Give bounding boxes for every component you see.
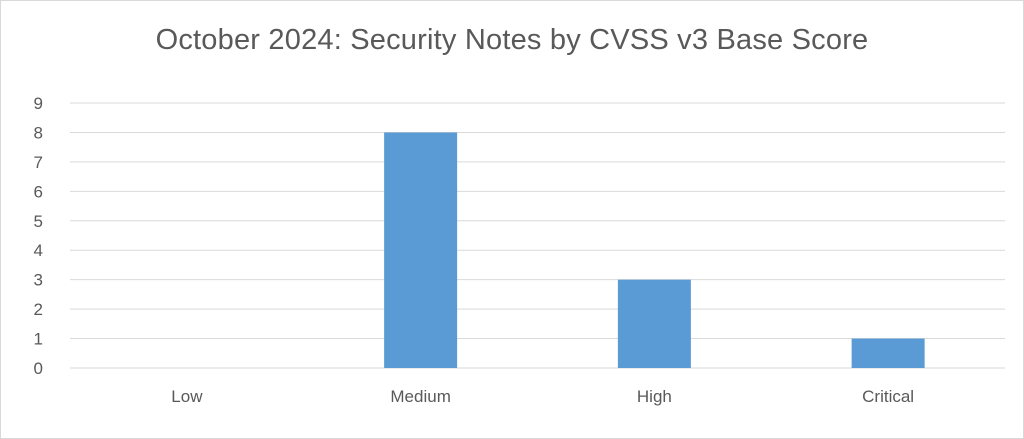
y-axis-tick-labels: 0 1 2 3 4 5 6 7 8 9 [34,94,43,378]
y-tick-label: 7 [34,153,43,172]
gridlines [70,102,1005,369]
y-tick-label: 2 [34,300,43,319]
chart-title: October 2024: Security Notes by CVSS v3 … [155,24,869,56]
bars [384,132,925,368]
y-tick-label: 0 [34,359,43,378]
x-axis-tick-labels: Low Medium High Critical [171,387,914,406]
bar-critical [851,338,925,368]
y-tick-label: 4 [34,241,43,260]
y-tick-label: 6 [34,182,43,201]
y-tick-label: 9 [34,94,43,113]
y-tick-label: 1 [34,330,43,349]
x-tick-label-low: Low [171,387,203,406]
bar-high [617,279,691,368]
x-tick-label-medium: Medium [390,387,450,406]
y-tick-label: 5 [34,212,43,231]
x-tick-label-high: High [637,387,672,406]
y-tick-label: 3 [34,271,43,290]
bar-medium [384,132,458,368]
y-tick-label: 8 [34,123,43,142]
x-tick-label-critical: Critical [862,387,914,406]
